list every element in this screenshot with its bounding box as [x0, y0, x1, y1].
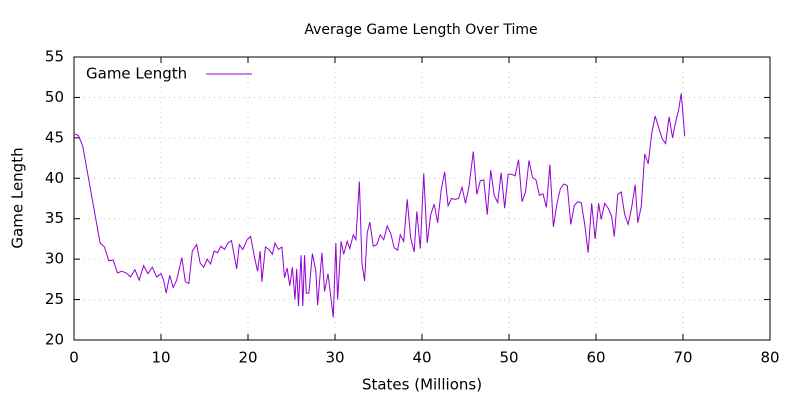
y-axis-label: Game Length: [9, 147, 27, 248]
x-tick-label: 40: [412, 349, 431, 367]
plot-border: [73, 56, 771, 341]
y-tick-label: 20: [45, 331, 64, 349]
y-tick-label: 40: [45, 169, 64, 187]
x-axis-label: States (Millions): [362, 376, 482, 394]
x-tick-label: 10: [151, 349, 170, 367]
y-tick-label: 55: [45, 48, 64, 66]
x-tick-label: 80: [760, 349, 779, 367]
y-tick-label: 25: [45, 290, 64, 308]
x-tick-label: 0: [69, 349, 79, 367]
data-line: [73, 93, 686, 318]
legend-label: Game Length: [86, 65, 187, 83]
x-tick-label: 70: [673, 349, 692, 367]
y-tick-label: 50: [45, 88, 64, 106]
chart-title: Average Game Length Over Time: [304, 22, 537, 38]
x-tick-label: 20: [238, 349, 257, 367]
x-tick-label: 60: [586, 349, 605, 367]
y-tick-label: 35: [45, 209, 64, 227]
y-tick-label: 45: [45, 128, 64, 146]
x-tick-label: 50: [499, 349, 518, 367]
y-tick-label: 30: [45, 250, 64, 268]
x-tick-label: 30: [325, 349, 344, 367]
